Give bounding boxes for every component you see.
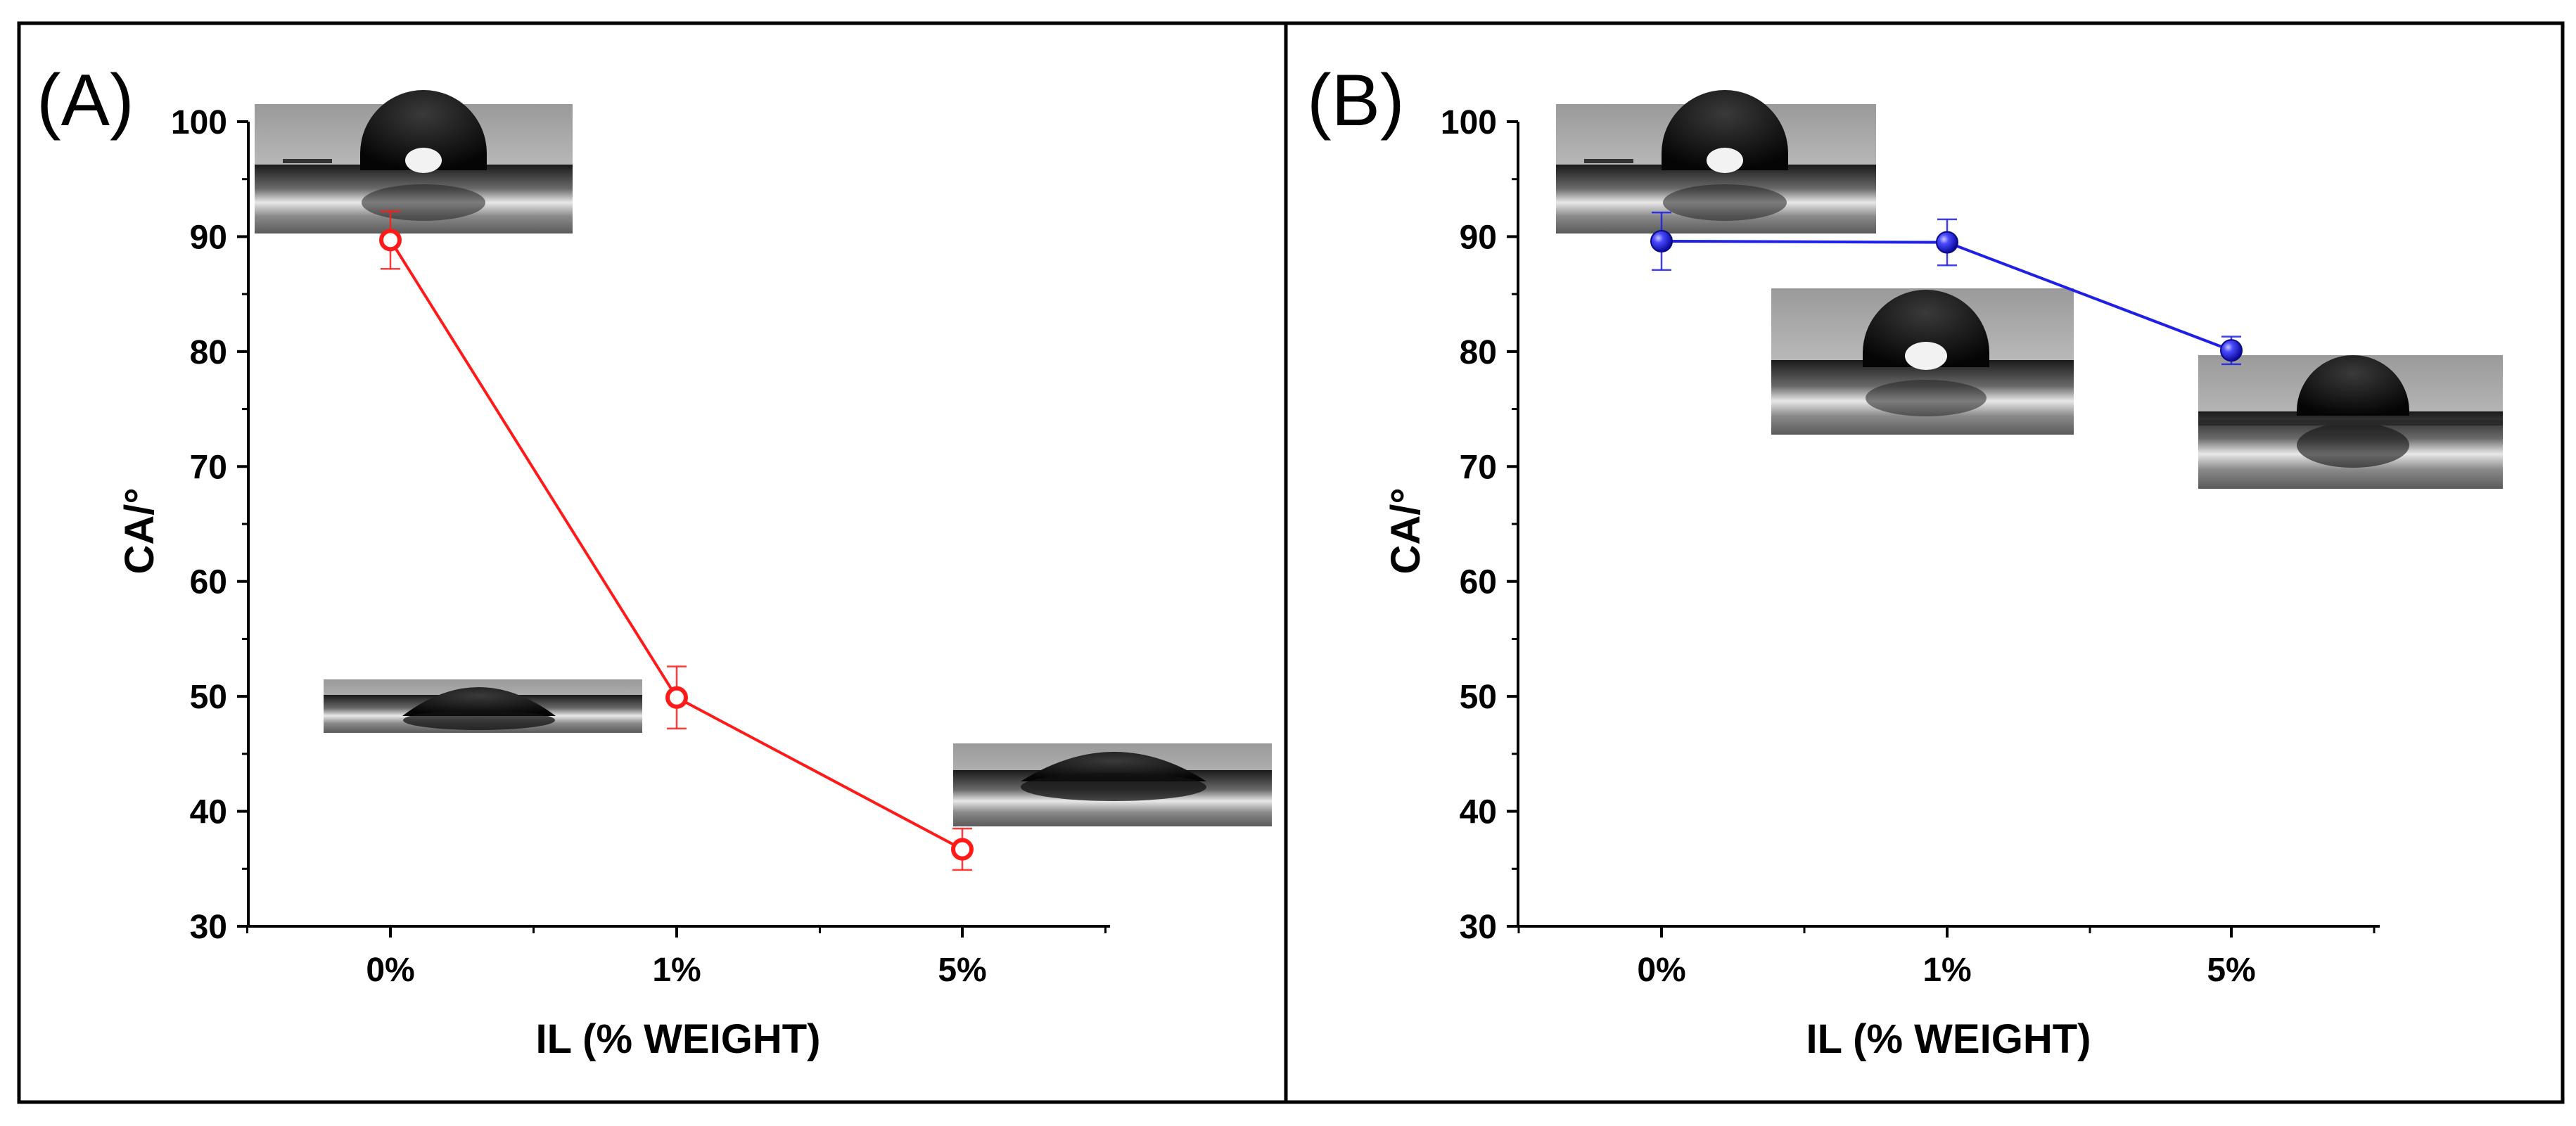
y-tick-label: 80 [190, 334, 227, 371]
droplet-image-a-0 [255, 90, 573, 233]
y-tick-label: 50 [1460, 679, 1497, 716]
y-tick-label: 30 [190, 909, 227, 946]
x-axis-title-a: IL (% WEIGHT) [536, 1016, 821, 1062]
x-tick-label: 5% [2207, 952, 2255, 989]
droplet-image-b-2 [2198, 355, 2503, 489]
x-ticks-a: 0% 1% 5% [246, 926, 1107, 989]
y-tick-label: 40 [1460, 794, 1497, 831]
series-a [379, 210, 974, 871]
x-ticks-b: 0% 1% 5% [1517, 926, 2376, 989]
data-point [1650, 229, 1673, 252]
y-ticks-a: 30 40 50 60 70 80 90 100 [171, 104, 248, 946]
series-line [389, 239, 963, 851]
y-tick-label: 100 [171, 104, 227, 141]
y-tick-label: 80 [1460, 334, 1497, 371]
y-tick-label: 60 [190, 564, 227, 601]
data-point [2220, 339, 2243, 362]
droplet-image-b-0 [1556, 90, 1876, 233]
y-tick-label: 30 [1460, 909, 1497, 946]
droplet-image-a-1 [324, 679, 642, 733]
y-axis-title-b: CA/° [1383, 487, 1429, 574]
x-tick-label: 0% [1637, 952, 1685, 989]
y-tick-label: 70 [190, 449, 227, 486]
x-tick-label: 0% [366, 952, 414, 989]
series-b [1650, 211, 2243, 366]
droplet-image-b-1 [1771, 288, 2074, 435]
x-tick-label: 1% [1923, 952, 1971, 989]
panel-label-b: (B) [1307, 60, 1405, 141]
x-tick-label: 5% [938, 952, 986, 989]
x-tick-label: 1% [652, 952, 701, 989]
y-tick-label: 90 [1460, 219, 1497, 256]
y-tick-label: 70 [1460, 449, 1497, 486]
data-point [1936, 231, 1958, 254]
y-tick-label: 60 [1460, 564, 1497, 601]
y-tick-label: 100 [1441, 104, 1497, 141]
data-point [379, 229, 402, 252]
y-tick-label: 40 [190, 794, 227, 831]
data-point [665, 686, 688, 709]
panel-b: (B) 30 40 50 60 70 80 90 100 0% 1% 5% CA/° IL (% … [1307, 60, 2503, 1062]
y-ticks-b: 30 40 50 60 70 80 90 100 [1441, 104, 1518, 946]
y-axis-title-a: CA/° [117, 487, 162, 574]
figure-frame [17, 21, 2565, 1104]
panel-a: (A) 30 40 50 60 70 80 90 100 0% 1% 5% CA/° IL (% … [37, 60, 1272, 1062]
droplet-image-a-2 [953, 743, 1272, 826]
panel-label-a: (A) [37, 60, 134, 141]
y-tick-label: 50 [190, 679, 227, 716]
x-axis-title-b: IL (% WEIGHT) [1806, 1016, 2091, 1062]
data-point [951, 838, 974, 861]
y-tick-label: 90 [190, 219, 227, 256]
